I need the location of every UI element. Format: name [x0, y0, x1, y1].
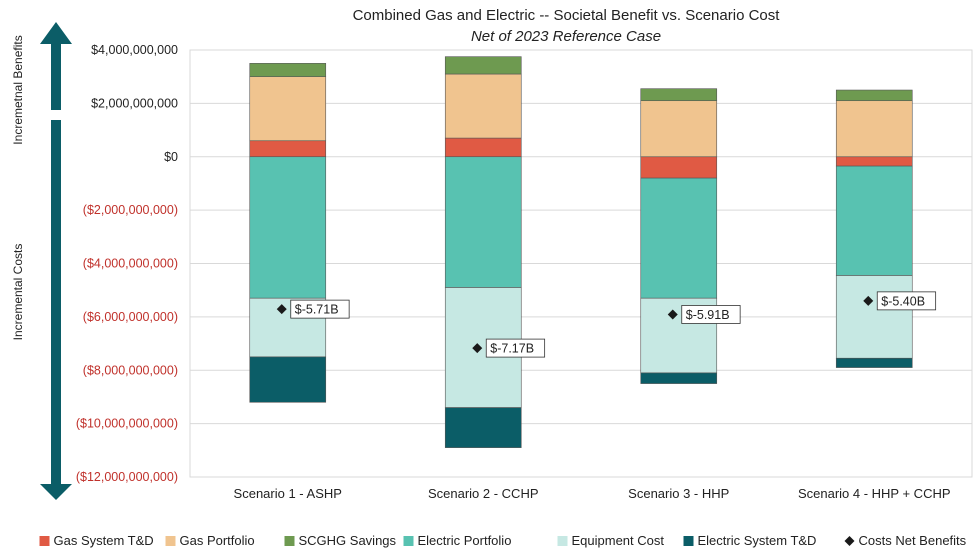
- bar-segment-electric-portfolio: [249, 156, 327, 299]
- costs-arrow: [40, 120, 72, 500]
- net-benefit-label-box: [290, 299, 350, 319]
- y-tick-label: ($4,000,000,000): [83, 257, 178, 271]
- y-tick-label: ($2,000,000,000): [83, 203, 178, 217]
- legend-swatch-electric-portfolio: [403, 536, 414, 546]
- x-tick-label: Scenario 2 - CCHP: [428, 486, 539, 501]
- bar-segment-gas-system-t-d: [640, 156, 718, 179]
- legend-swatch-gas-system-t-d: [39, 536, 50, 546]
- y-tick-label: $2,000,000,000: [91, 96, 178, 110]
- legend-swatch-scghg-savings: [284, 536, 295, 546]
- net-benefit-marker: [667, 309, 678, 320]
- costs-arrow-shape: [40, 120, 72, 500]
- bar-segment-electric-system-t-d: [249, 356, 327, 403]
- y-axis: $4,000,000,000 $2,000,000,000 $0 ($2,000,00…: [76, 43, 178, 484]
- bar-segment-scghg-savings: [640, 88, 718, 102]
- x-axis: Scenario 1 - ASHP Scenario 2 - CCHP Scenar…: [234, 486, 951, 501]
- bar-segment-electric-portfolio: [640, 177, 718, 299]
- bar-segment-scghg-savings: [835, 89, 913, 102]
- y-tick-label: ($12,000,000,000): [76, 470, 178, 484]
- benefits-arrow-shape: [40, 22, 72, 110]
- net-benefit-label: $-5.40B: [881, 294, 925, 308]
- costs-side-label: Incremental Costs: [11, 244, 25, 341]
- y-tick-label: ($8,000,000,000): [83, 363, 178, 377]
- net-benefit-marker: [472, 343, 483, 354]
- net-benefit-label-box: [681, 305, 741, 324]
- y-tick-label: $4,000,000,000: [91, 43, 178, 57]
- x-tick-label: Scenario 3 - HHP: [628, 486, 729, 501]
- net-benefit-label-box: [876, 291, 937, 311]
- net-markers: $-5.71B $-7.17B $-5.91B $-5.40B: [276, 291, 937, 358]
- net-benefit-label: $-5.71B: [295, 303, 339, 317]
- legend-swatch-electric-system-t-d: [683, 536, 694, 546]
- bar-segment-gas-system-t-d: [835, 156, 913, 167]
- legend-label-equipment-cost: Equipment Cost: [572, 533, 665, 548]
- net-benefit-label-box: [485, 338, 546, 358]
- bar-segment-electric-system-t-d: [640, 372, 718, 384]
- y-tick-label: ($6,000,000,000): [83, 310, 178, 324]
- y-tick-label: ($10,000,000,000): [76, 417, 178, 431]
- net-benefit-marker: [863, 295, 874, 306]
- bar-segment-equipment-cost: [835, 275, 913, 359]
- bar-segment-gas-system-t-d: [249, 140, 327, 158]
- legend-label-costs-net-benefits: Costs Net Benefits: [859, 533, 967, 548]
- y-tick-label: $0: [164, 150, 178, 164]
- bar-segment-electric-system-t-d: [835, 357, 913, 368]
- legend-label-gas-system-t-d: Gas System T&D: [54, 533, 154, 548]
- bar-segment-gas-portfolio: [444, 73, 522, 139]
- bar-segment-electric-portfolio: [444, 156, 522, 288]
- legend-swatch-gas-portfolio: [165, 536, 176, 546]
- bar-segment-gas-system-t-d: [444, 137, 522, 158]
- chart-subtitle: Net of 2023 Reference Case: [471, 28, 661, 45]
- benefits-side-label: Incremetnal Benefits: [11, 35, 25, 144]
- x-tick-label: Scenario 1 - ASHP: [234, 486, 342, 501]
- bar-segment-electric-system-t-d: [444, 407, 522, 448]
- benefits-arrow: [40, 22, 72, 110]
- legend-label-electric-portfolio: Electric Portfolio: [418, 533, 512, 548]
- bar-segment-electric-portfolio: [835, 165, 913, 276]
- legend-swatch-equipment-cost: [557, 536, 568, 546]
- legend-label-gas-portfolio: Gas Portfolio: [180, 533, 255, 548]
- net-benefit-label: $-5.91B: [686, 308, 730, 322]
- legend-label-scghg-savings: SCGHG Savings: [299, 533, 397, 548]
- bar-segment-gas-portfolio: [249, 76, 327, 142]
- net-benefit-label: $-7.17B: [490, 342, 534, 356]
- bars: [249, 56, 913, 448]
- chart-title: Combined Gas and Electric -- Societal Be…: [353, 7, 781, 24]
- legend-label-electric-system-t-d: Electric System T&D: [698, 533, 817, 548]
- net-benefit-marker: [276, 304, 287, 315]
- bar-segment-gas-portfolio: [835, 100, 913, 158]
- bar-segment-scghg-savings: [444, 56, 522, 75]
- bar-segment-gas-portfolio: [640, 100, 718, 158]
- bar-segment-scghg-savings: [249, 63, 327, 77]
- legend: Gas System T&D Gas Portfolio SCGHG Savings…: [39, 533, 967, 548]
- x-tick-label: Scenario 4 - HHP + CCHP: [798, 486, 951, 501]
- legend-swatch-costs-net-benefits: [844, 536, 855, 546]
